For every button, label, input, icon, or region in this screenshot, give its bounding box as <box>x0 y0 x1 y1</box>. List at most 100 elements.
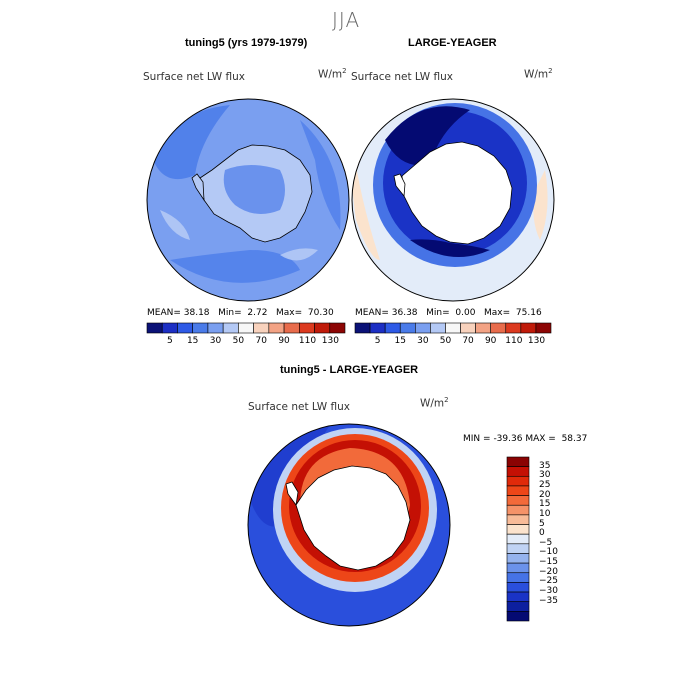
model-colorbar-tick-label: 30 <box>209 336 222 346</box>
obs-colorbar-tick-label: 30 <box>417 336 429 346</box>
model-units-label: W/m2 <box>318 67 347 81</box>
diff-colorbar-tick-label: 10 <box>539 508 551 519</box>
diff-colorbar-tick-label: −35 <box>539 595 558 606</box>
model-colorbar-tick-label: 110 <box>298 336 317 346</box>
model-colorbar-swatch <box>314 322 331 334</box>
diff-colorbar-swatch <box>506 495 530 506</box>
season-title: JJA <box>332 8 361 32</box>
diff-max-label: MAX = <box>525 434 556 444</box>
model-panel-title: tuning5 (yrs 1979-1979) <box>185 37 308 49</box>
obs-field-ring-west-dark <box>385 106 470 166</box>
obs-stats: MEAN= 36.38 Min= 0.00 Max= 75.16 <box>355 308 542 318</box>
model-field-ocean-south <box>170 250 300 283</box>
diff-panel-title: tuning5 - LARGE-YEAGER <box>280 364 419 376</box>
diff-colorbar-swatch <box>506 524 530 535</box>
obs-colorbar-tick-label: 110 <box>505 336 523 346</box>
diff-colorbar-swatch <box>506 562 530 574</box>
obs-map-border <box>351 98 555 302</box>
obs-colorbar-swatch <box>460 322 476 334</box>
model-colorbar-swatch <box>299 322 315 334</box>
diff-min-value: -39.36 <box>493 434 523 444</box>
obs-colorbar-swatch <box>445 322 461 334</box>
diff-colorbar-swatch <box>506 504 530 516</box>
diff-colorbar-tick-label: −30 <box>539 586 558 597</box>
obs-colorbar-swatch <box>369 322 386 334</box>
obs-field-warm-band-west <box>352 140 380 260</box>
diff-colorbar-swatch <box>506 543 530 554</box>
obs-colorbar <box>354 322 552 334</box>
obs-mean-value: 36.38 <box>391 308 418 318</box>
model-peninsula <box>191 173 205 202</box>
diff-colorbar-tick-label: 35 <box>539 460 551 471</box>
diff-colorbar-tick-label: −10 <box>539 547 558 558</box>
model-max-label: Max= <box>276 308 303 318</box>
model-colorbar-swatch <box>238 322 254 334</box>
model-mean-label: MEAN= <box>147 308 181 318</box>
model-colorbar-swatch <box>207 322 224 334</box>
diff-colorbar-swatch <box>506 591 530 603</box>
obs-mean-label: MEAN= <box>355 308 389 318</box>
model-colorbar <box>146 322 346 334</box>
model-variable-label: Surface net LW flux <box>143 71 245 83</box>
model-colorbar-swatch <box>146 322 163 334</box>
obs-antarctica <box>401 141 513 245</box>
obs-colorbar-swatch <box>535 322 552 334</box>
model-colorbar-swatch <box>268 322 285 334</box>
obs-colorbar-tick-label: 70 <box>462 336 474 346</box>
obs-min-value: 0.00 <box>455 308 476 318</box>
diff-colorbar-swatch <box>506 533 530 545</box>
obs-colorbar-tick-label: 90 <box>484 336 497 346</box>
diff-colorbar <box>506 456 530 622</box>
model-colorbar-tick-label: 70 <box>255 336 267 346</box>
diff-map <box>248 424 450 626</box>
diff-colorbar-tick-label: 15 <box>539 499 551 510</box>
diff-map-border <box>247 423 451 627</box>
model-field-ocean-west <box>150 105 230 180</box>
model-colorbar-tick-label: 130 <box>321 336 339 346</box>
diff-antarctica <box>295 465 411 571</box>
obs-colorbar-swatch <box>415 322 431 334</box>
obs-field-ring-south-dark <box>410 239 490 258</box>
obs-max-value: 75.16 <box>515 308 542 318</box>
obs-max-label: Max= <box>484 308 511 318</box>
diff-colorbar-tick-label: −5 <box>539 537 553 548</box>
diff-colorbar-tick-label: 5 <box>539 518 545 529</box>
diff-stats: MIN = -39.36 MAX = 58.37 <box>463 434 587 444</box>
obs-colorbar-tick-label: 50 <box>439 336 452 346</box>
obs-colorbar-swatch <box>475 322 491 334</box>
diff-units-label: W/m2 <box>420 396 449 410</box>
obs-colorbar-tick-label: 15 <box>394 336 406 346</box>
obs-colorbar-swatch <box>399 322 416 334</box>
diff-colorbar-swatch <box>506 475 530 487</box>
model-colorbar-swatch <box>222 322 239 334</box>
diff-colorbar-swatch <box>506 611 530 622</box>
model-colorbar-tick-label: 50 <box>232 336 245 346</box>
obs-variable-label: Surface net LW flux <box>351 71 453 83</box>
model-field-patch-1 <box>160 210 190 240</box>
model-colorbar-swatch <box>192 322 209 334</box>
model-min-label: Min= <box>218 308 242 318</box>
model-map <box>147 99 349 301</box>
obs-units-label: W/m2 <box>524 67 553 81</box>
obs-colorbar-tick-label: 130 <box>527 336 546 346</box>
diff-colorbar-tick-label: 25 <box>539 479 551 490</box>
diff-variable-label: Surface net LW flux <box>248 401 350 413</box>
obs-min-label: Min= <box>426 308 450 318</box>
model-colorbar-tick-label: 15 <box>186 336 199 346</box>
obs-colorbar-swatch <box>430 322 446 334</box>
obs-panel-title: LARGE-YEAGER <box>408 37 497 49</box>
diff-max-value: 58.37 <box>561 434 588 444</box>
obs-colorbar-swatch <box>520 322 537 334</box>
model-colorbar-swatch <box>283 322 300 334</box>
diff-colorbar-tick-label: 20 <box>539 489 551 500</box>
model-min-value: 2.72 <box>247 308 268 318</box>
diff-colorbar-swatch <box>506 601 530 612</box>
model-colorbar-swatch <box>177 322 193 334</box>
diff-colorbar-swatch <box>506 466 530 477</box>
obs-map <box>352 99 554 301</box>
model-map-border <box>146 98 350 302</box>
diff-colorbar-swatch <box>506 553 530 564</box>
diff-colorbar-swatch <box>506 456 530 467</box>
model-max-value: 70.30 <box>307 308 334 318</box>
diff-colorbar-tick-label: 0 <box>539 528 545 539</box>
